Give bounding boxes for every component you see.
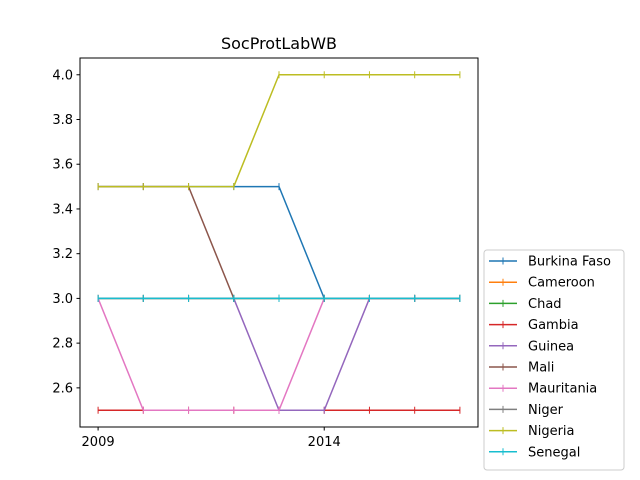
legend-item: Chad — [489, 297, 562, 312]
series-line — [98, 185, 460, 300]
legend-box — [483, 249, 625, 471]
legend-label: Senegal — [528, 445, 580, 460]
legend-label: Burkina Faso — [528, 255, 611, 270]
series-nigeria — [97, 71, 461, 191]
x-tick-label: 2014 — [308, 435, 341, 450]
legend-item: Mali — [489, 361, 554, 376]
series-guinea — [97, 294, 461, 414]
legend-item: Niger — [489, 403, 564, 418]
legend-label: Gambia — [528, 318, 579, 333]
y-tick-label: 2.8 — [52, 337, 73, 352]
series-burkina-faso — [97, 183, 461, 302]
legend-item: Burkina Faso — [489, 255, 611, 270]
y-tick-label: 3.8 — [52, 113, 73, 128]
legend-label: Mali — [528, 361, 554, 376]
legend-label: Nigeria — [528, 424, 575, 439]
series-line — [98, 185, 460, 300]
series-line — [98, 74, 460, 188]
legend-item: Guinea — [489, 339, 574, 354]
y-tick-label: 4.0 — [52, 68, 73, 83]
series-mali — [97, 183, 461, 302]
legend-item: Nigeria — [489, 424, 575, 439]
series-line — [98, 297, 460, 411]
y-tick-label: 2.6 — [52, 381, 73, 396]
series-senegal — [97, 294, 461, 302]
chart-title: SocProtLabWB — [221, 34, 337, 53]
legend-label: Cameroon — [528, 276, 595, 291]
legend: Burkina Faso Cameroon Chad Gambia Guinea Mali… — [483, 249, 625, 471]
legend-label: Guinea — [528, 339, 574, 354]
plot-lines — [97, 71, 461, 414]
y-tick-label: 3.0 — [52, 292, 73, 307]
legend-label: Niger — [528, 403, 564, 418]
legend-label: Mauritania — [528, 382, 597, 397]
series-mauritania — [97, 294, 461, 414]
legend-item: Senegal — [489, 445, 580, 460]
plot-frame — [79, 57, 479, 428]
x-axis: 2009 2014 — [82, 427, 341, 450]
legend-item: Gambia — [489, 318, 579, 333]
y-tick-label: 3.4 — [52, 202, 73, 217]
series-line — [97, 297, 460, 411]
x-tick-label: 2009 — [82, 435, 115, 450]
y-axis: 2.6 2.8 3.0 3.2 3.4 3.6 3.8 4.0 — [52, 68, 80, 396]
legend-label: Chad — [528, 297, 562, 312]
y-tick-label: 3.6 — [52, 158, 73, 173]
y-tick-label: 3.2 — [52, 247, 73, 262]
legend-item: Mauritania — [489, 382, 597, 397]
legend-item: Cameroon — [489, 276, 595, 291]
